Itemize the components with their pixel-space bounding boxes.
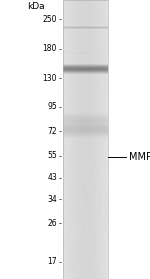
Text: 26: 26 bbox=[47, 219, 57, 228]
Text: 43: 43 bbox=[47, 174, 57, 182]
Text: MMP1: MMP1 bbox=[129, 152, 150, 162]
Text: 95: 95 bbox=[47, 102, 57, 111]
Bar bbox=[63, 0, 108, 279]
Text: kDa: kDa bbox=[27, 2, 45, 11]
Text: 72: 72 bbox=[47, 127, 57, 136]
Text: 130: 130 bbox=[42, 74, 57, 83]
Text: 55: 55 bbox=[47, 151, 57, 160]
Bar bbox=[63, 0, 108, 279]
Text: 180: 180 bbox=[43, 44, 57, 54]
Text: 17: 17 bbox=[47, 257, 57, 266]
Text: 250: 250 bbox=[42, 15, 57, 24]
Text: 34: 34 bbox=[47, 194, 57, 204]
